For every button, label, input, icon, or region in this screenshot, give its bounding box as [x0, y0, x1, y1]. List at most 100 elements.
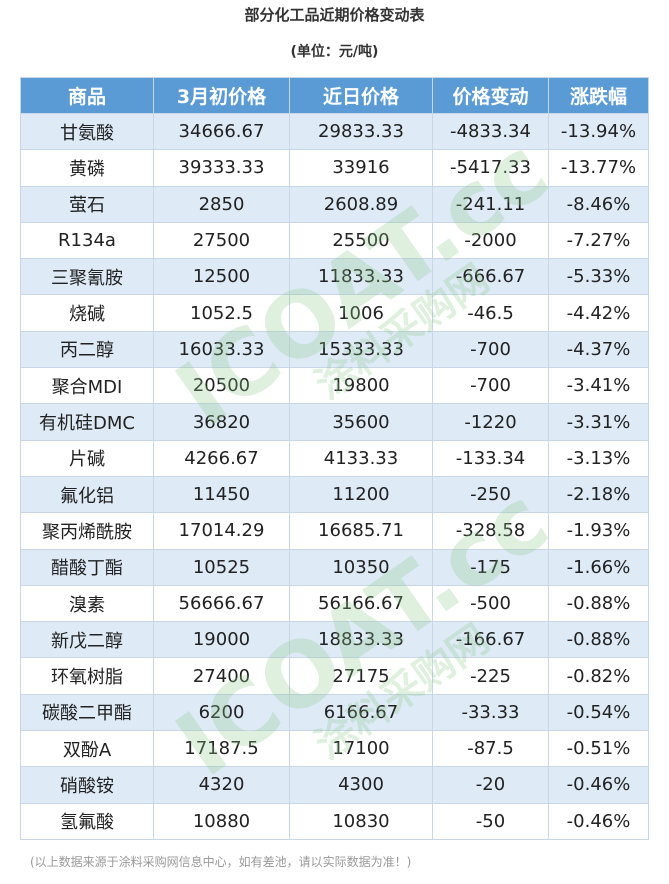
- table-row: 萤石 2850 2608.89 -241.11 -8.46%: [20, 185, 649, 223]
- column-header: 价格变动: [432, 77, 549, 114]
- table-cell: R134a: [20, 221, 154, 260]
- subtitle: (单位：元/吨): [290, 44, 379, 60]
- table-cell: 17187.5: [153, 730, 290, 768]
- table-row: 黄磷 39333.33 33916 -5417.33 -13.77%: [20, 149, 649, 187]
- column-header: 3月初价格: [153, 77, 290, 114]
- table-cell: 醋酸丁酯: [20, 548, 154, 586]
- table-cell: 黄磷: [20, 149, 154, 187]
- table-cell: 三聚氰胺: [20, 258, 154, 296]
- column-header: 涨跌幅: [548, 77, 649, 114]
- table-cell: -1.93%: [548, 512, 649, 550]
- table-cell: -0.46%: [548, 802, 649, 840]
- table-cell: 17014.29: [153, 512, 290, 550]
- table-cell: 2608.89: [289, 185, 433, 223]
- table-cell: 33916: [289, 149, 433, 187]
- table-cell: 35600: [289, 403, 433, 441]
- table-cell: 56666.67: [153, 584, 290, 623]
- table-cell: -1.66%: [548, 548, 649, 586]
- title: 部分化工品近期价格变动表: [244, 6, 425, 24]
- table-cell: -250: [432, 475, 549, 514]
- table-cell: 聚合MDI: [20, 367, 154, 405]
- table-cell: -13.94%: [548, 112, 649, 151]
- table-cell: 6200: [153, 693, 290, 732]
- table-cell: 25500: [289, 221, 433, 260]
- table-cell: -166.67: [432, 621, 549, 659]
- table-cell: 硝酸铵: [20, 766, 154, 804]
- table-cell: 27400: [153, 657, 290, 695]
- table-cell: -225: [432, 657, 549, 695]
- table-cell: 20500: [153, 367, 290, 405]
- table-cell: -500: [432, 584, 549, 623]
- table-cell: -4.42%: [548, 294, 649, 332]
- table-cell: 19800: [289, 367, 433, 405]
- table-cell: 溴素: [20, 584, 154, 623]
- table-row: 聚合MDI 20500 19800 -700 -3.41%: [20, 367, 649, 405]
- table-cell: 甘氨酸: [20, 112, 154, 151]
- table-cell: -700: [432, 330, 549, 369]
- table-cell: 2850: [153, 185, 290, 223]
- table-cell: 4300: [289, 766, 433, 804]
- table-cell: 聚丙烯酰胺: [20, 512, 154, 550]
- table-cell: -2.18%: [548, 475, 649, 514]
- table-body: 甘氨酸 34666.67 29833.33 -4833.34 -13.94% 黄磷 3933…: [20, 112, 649, 840]
- table-row: 聚丙烯酰胺 17014.29 16685.71 -328.58 -1.93%: [20, 512, 649, 550]
- table-cell: 碳酸二甲酯: [20, 693, 154, 732]
- table-cell: -50: [432, 802, 549, 840]
- table-cell: 11833.33: [289, 258, 433, 296]
- table-cell: -5.33%: [548, 258, 649, 296]
- table-cell: 29833.33: [289, 112, 433, 151]
- table-cell: -0.88%: [548, 584, 649, 623]
- table-cell: -87.5: [432, 730, 549, 768]
- table-row: 碳酸二甲酯 6200 6166.67 -33.33 -0.54%: [20, 693, 649, 732]
- table-cell: -0.54%: [548, 693, 649, 732]
- table-cell: 1052.5: [153, 294, 290, 332]
- footer-note: (以上数据来源于涂料采购网信息中心，如有差池，请以实际数据为准！): [30, 855, 412, 869]
- table-cell: 16685.71: [289, 512, 433, 550]
- table-cell: -700: [432, 367, 549, 405]
- table-cell: -0.88%: [548, 621, 649, 659]
- table-cell: -0.82%: [548, 657, 649, 695]
- header-row: 商品 3月初价格 近日价格 价格变动 涨跌幅: [20, 77, 649, 114]
- table-cell: 1006: [289, 294, 433, 332]
- table-cell: -46.5: [432, 294, 549, 332]
- table-cell: 17100: [289, 730, 433, 768]
- table-row: 丙二醇 16033.33 15333.33 -700 -4.37%: [20, 330, 649, 369]
- table-cell: 11450: [153, 475, 290, 514]
- table-cell: 氟化铝: [20, 475, 154, 514]
- table-cell: -1220: [432, 403, 549, 441]
- table-row: R134a 27500 25500 -2000 -7.27%: [20, 221, 649, 260]
- table-row: 双酚A 17187.5 17100 -87.5 -0.51%: [20, 730, 649, 768]
- column-header: 商品: [20, 77, 154, 114]
- table-cell: 6166.67: [289, 693, 433, 732]
- table-row: 新戊二醇 19000 18833.33 -166.67 -0.88%: [20, 621, 649, 659]
- table-cell: -20: [432, 766, 549, 804]
- table-row: 环氧树脂 27400 27175 -225 -0.82%: [20, 657, 649, 695]
- table-row: 烧碱 1052.5 1006 -46.5 -4.42%: [20, 294, 649, 332]
- table-cell: 丙二醇: [20, 330, 154, 369]
- table-cell: -3.13%: [548, 439, 649, 477]
- table-cell: -0.51%: [548, 730, 649, 768]
- table-cell: 10350: [289, 548, 433, 586]
- table-cell: -8.46%: [548, 185, 649, 223]
- table-cell: 56166.67: [289, 584, 433, 623]
- table-cell: 4320: [153, 766, 290, 804]
- table-cell: -7.27%: [548, 221, 649, 260]
- table-cell: -328.58: [432, 512, 549, 550]
- table-cell: -5417.33: [432, 149, 549, 187]
- table-row: 有机硅DMC 36820 35600 -1220 -3.31%: [20, 403, 649, 441]
- table-cell: 10525: [153, 548, 290, 586]
- table-row: 三聚氰胺 12500 11833.33 -666.67 -5.33%: [20, 258, 649, 296]
- table-cell: 15333.33: [289, 330, 433, 369]
- table-cell: 39333.33: [153, 149, 290, 187]
- table-cell: -33.33: [432, 693, 549, 732]
- table-cell: -3.31%: [548, 403, 649, 441]
- table-cell: 19000: [153, 621, 290, 659]
- table-row: 氟化铝 11450 11200 -250 -2.18%: [20, 475, 649, 514]
- table-cell: 环氧树脂: [20, 657, 154, 695]
- table-cell: 12500: [153, 258, 290, 296]
- table-cell: 4133.33: [289, 439, 433, 477]
- table-cell: -3.41%: [548, 367, 649, 405]
- table-cell: 有机硅DMC: [20, 403, 154, 441]
- table-cell: -13.77%: [548, 149, 649, 187]
